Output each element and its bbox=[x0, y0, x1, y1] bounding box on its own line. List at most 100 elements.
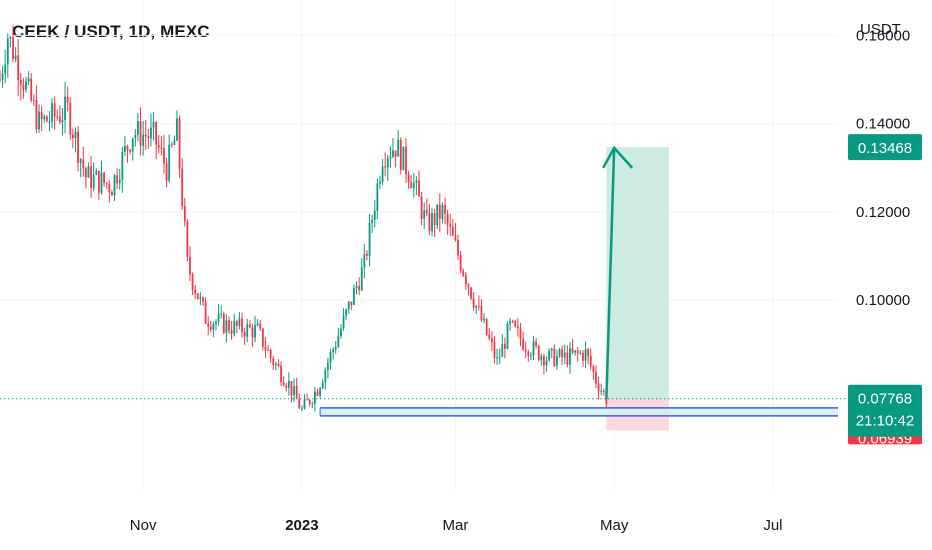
candle-body bbox=[366, 253, 368, 256]
candle-body bbox=[566, 352, 569, 365]
candle-body bbox=[537, 345, 540, 360]
candle-body bbox=[418, 180, 420, 197]
candle-body bbox=[535, 341, 538, 346]
candle-body bbox=[155, 122, 158, 145]
candle-body bbox=[103, 172, 105, 183]
candle-body bbox=[269, 350, 272, 359]
candle-body bbox=[384, 166, 387, 168]
candle-body bbox=[9, 37, 12, 39]
candle-body bbox=[48, 121, 51, 123]
target-zone bbox=[606, 147, 669, 399]
candle-body bbox=[168, 144, 171, 181]
candle-body bbox=[111, 192, 113, 196]
candle-body bbox=[303, 399, 306, 409]
candle-body bbox=[548, 350, 551, 361]
candle-body bbox=[410, 182, 413, 189]
price-axis[interactable]: USDT0.160000.140000.120000.100000.069390… bbox=[848, 21, 922, 447]
candle-body bbox=[163, 148, 165, 164]
candle-body bbox=[113, 175, 116, 196]
candle-body bbox=[108, 183, 111, 193]
candle-body bbox=[563, 352, 566, 358]
candle-body bbox=[306, 399, 308, 401]
candle-body bbox=[95, 170, 98, 175]
candle-body bbox=[371, 219, 374, 224]
candle-body bbox=[595, 371, 597, 384]
candle-body bbox=[589, 356, 592, 367]
candle-body bbox=[584, 349, 587, 361]
candle-body bbox=[235, 321, 238, 326]
candle-body bbox=[295, 386, 298, 399]
candle-body bbox=[545, 360, 548, 366]
candle-body bbox=[181, 168, 184, 206]
candle-body bbox=[152, 122, 155, 128]
candle-body bbox=[209, 326, 212, 330]
candle-body bbox=[496, 357, 498, 359]
candle-body bbox=[506, 323, 509, 349]
candle-body bbox=[225, 320, 228, 333]
candle-body bbox=[451, 226, 454, 236]
candle-body bbox=[199, 297, 202, 299]
candle-body bbox=[66, 96, 69, 103]
candle-body bbox=[488, 334, 491, 339]
candle-body bbox=[74, 131, 77, 139]
time-tick-label: 2023 bbox=[285, 517, 318, 534]
candle-body bbox=[412, 182, 415, 189]
candle-body bbox=[19, 79, 22, 85]
candle-body bbox=[433, 212, 436, 226]
candle-body bbox=[204, 301, 207, 324]
candle-body bbox=[454, 235, 457, 241]
projection-arrow-head bbox=[602, 145, 634, 169]
candle-body bbox=[150, 127, 152, 139]
time-axis[interactable]: Nov 2023 Mar May Jul bbox=[130, 517, 783, 534]
candle-body bbox=[40, 111, 43, 120]
candle-body bbox=[470, 287, 472, 299]
target-price-tag: 0.13468 bbox=[848, 134, 922, 161]
candle-body bbox=[347, 301, 350, 310]
candle-body bbox=[121, 151, 124, 180]
candle-body bbox=[4, 64, 7, 74]
candle-body bbox=[540, 356, 543, 360]
candle-body bbox=[314, 391, 316, 404]
candle-body bbox=[25, 81, 27, 90]
chart-title: CEEK / USDT, 1D, MEXC bbox=[12, 22, 210, 41]
candle-body bbox=[561, 349, 564, 358]
candle-body bbox=[389, 156, 392, 159]
candle-body bbox=[438, 204, 441, 219]
candle-body bbox=[32, 100, 35, 102]
candle-body bbox=[27, 78, 30, 82]
candle-body bbox=[45, 116, 48, 122]
candle-body bbox=[376, 183, 379, 211]
candle-body bbox=[553, 348, 556, 366]
candle-body bbox=[134, 134, 137, 139]
candle-body bbox=[509, 320, 511, 324]
candle-body bbox=[358, 286, 361, 291]
price-tick-label: 0.14000 bbox=[856, 116, 910, 133]
candle-body bbox=[38, 111, 40, 130]
candle-body bbox=[550, 348, 553, 351]
projection-arrow-line bbox=[605, 147, 616, 399]
candle-body bbox=[373, 210, 376, 220]
candle-body bbox=[587, 349, 590, 357]
candle-body bbox=[386, 158, 389, 168]
candle-body bbox=[248, 324, 251, 328]
candle-body bbox=[261, 328, 264, 347]
candle-body bbox=[355, 286, 358, 289]
candle-body bbox=[332, 349, 335, 353]
candle-body bbox=[285, 385, 288, 388]
last-price-tag-bg bbox=[848, 384, 922, 437]
candle-body bbox=[82, 159, 85, 169]
candle-body bbox=[97, 170, 100, 193]
candle-body bbox=[480, 306, 483, 321]
candle-body bbox=[183, 205, 186, 222]
candle-body bbox=[170, 144, 173, 146]
candle-body bbox=[532, 341, 535, 356]
candle-body bbox=[17, 55, 20, 80]
last-price-tag: 0.07768 21:10:42 bbox=[848, 384, 922, 437]
candle-body bbox=[194, 289, 197, 294]
candle-body bbox=[290, 381, 293, 396]
candle-body bbox=[129, 149, 132, 152]
candle-body bbox=[477, 305, 480, 307]
candle-body bbox=[233, 321, 236, 334]
candle-body bbox=[267, 349, 269, 351]
